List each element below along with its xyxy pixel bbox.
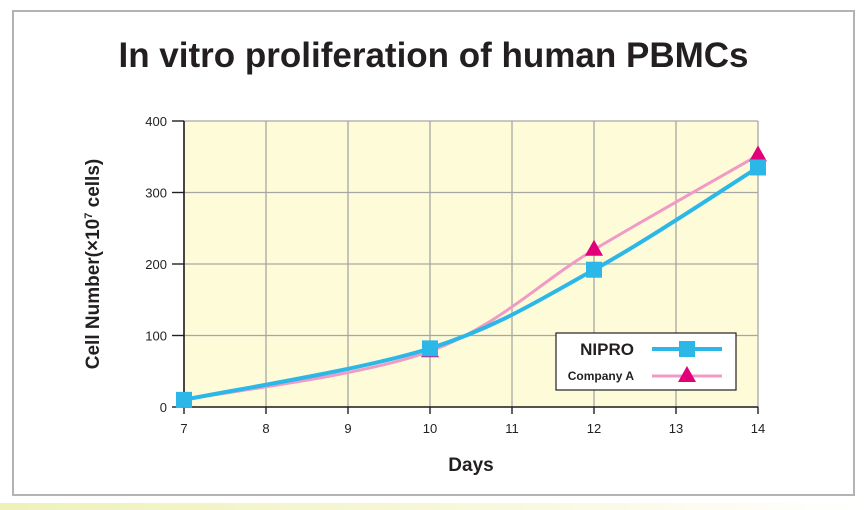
y-tick-label: 200 <box>145 257 167 272</box>
y-axis-label-main: Cell Number(×10 <box>83 219 104 369</box>
x-tick-label: 14 <box>751 421 765 436</box>
marker-nipro <box>176 391 192 408</box>
legend-marker-company-a <box>678 366 696 382</box>
legend-marker-nipro <box>679 341 695 357</box>
y-tick-labels: 0 100 200 300 400 <box>145 114 167 415</box>
x-tick-label: 12 <box>587 421 601 436</box>
y-tick-label: 100 <box>145 329 167 344</box>
x-tick-label: 11 <box>505 421 519 436</box>
series-lines <box>183 154 760 402</box>
y-tick-label: 0 <box>160 400 167 415</box>
axes <box>172 120 759 414</box>
marker-nipro <box>422 340 438 357</box>
legend-label-company-a: Company A <box>568 369 635 383</box>
legend-label-nipro: NIPRO <box>580 340 634 359</box>
series-line-company-a <box>183 154 759 402</box>
x-tick-label: 9 <box>344 421 351 436</box>
series-line-nipro <box>183 165 760 402</box>
series-markers <box>176 145 767 408</box>
legend: NIPRO Company A <box>555 332 737 391</box>
marker-company-a <box>749 145 767 162</box>
chart-title: In vitro proliferation of human PBMCs <box>118 36 749 75</box>
x-tick-label: 13 <box>669 421 683 436</box>
x-tick-label: 10 <box>423 421 437 436</box>
x-tick-label: 7 <box>180 421 187 436</box>
marker-nipro <box>586 261 602 278</box>
x-tick-labels: 7 8 9 10 11 12 13 14 <box>180 421 765 436</box>
y-tick-label: 300 <box>145 186 167 201</box>
legend-box <box>555 332 737 391</box>
y-axis-label-exponent: 7 <box>83 213 95 219</box>
y-axis-label: Cell Number(×107 cells) <box>83 159 104 369</box>
marker-nipro <box>750 159 766 176</box>
bottom-strip <box>0 503 867 510</box>
marker-company-a <box>585 239 603 256</box>
x-axis-label: Days <box>448 455 493 476</box>
y-tick-label: 400 <box>145 114 167 129</box>
y-axis-label-unit: cells) <box>83 159 104 213</box>
x-tick-label: 8 <box>262 421 269 436</box>
